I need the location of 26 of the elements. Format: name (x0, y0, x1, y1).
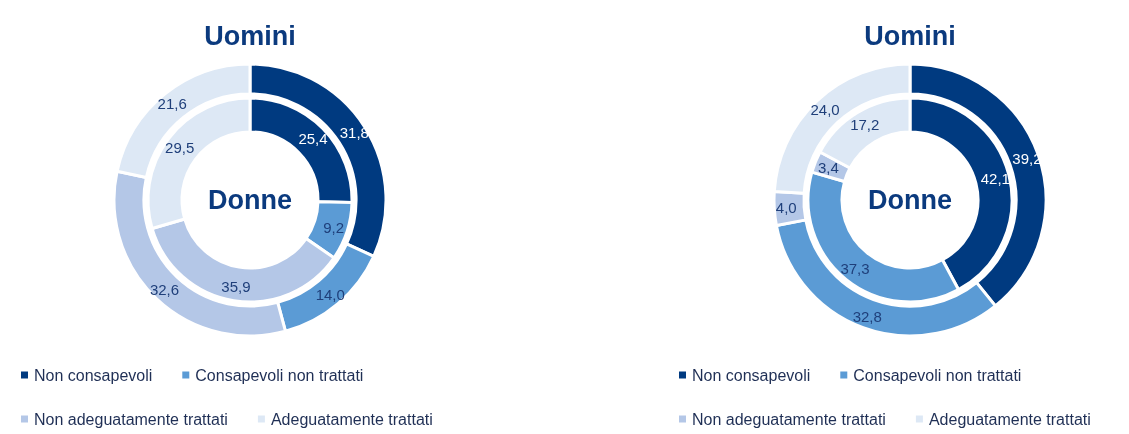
slice-label: Donne (208, 185, 292, 215)
slice-label: Uomini (864, 21, 956, 51)
slice-label: Uomini (204, 21, 296, 51)
legend-label: Adeguatamente trattati (928, 410, 1091, 428)
data-label: 32,8 (852, 307, 882, 325)
legend-label: Non consapevoli (692, 366, 811, 384)
data-label: 37,3 (840, 260, 870, 278)
slice-label: Donne (868, 185, 952, 215)
data-label: 42,1 (980, 169, 1010, 187)
data-label: 32,6 (149, 281, 180, 299)
data-label: 17,2 (850, 116, 880, 134)
data-label: 3,4 (817, 158, 839, 176)
legend-label: Non consapevoli (34, 366, 153, 384)
data-label: 9,2 (323, 218, 345, 236)
data-label: 25,4 (298, 130, 328, 148)
legend-label: Consapevoli non trattati (195, 366, 364, 384)
legend-label: Non adeguatamente trattati (692, 410, 886, 428)
legend-label: Adeguatamente trattati (270, 410, 433, 428)
data-label: 24,0 (810, 101, 840, 119)
legend-label: Consapevoli non trattati (853, 366, 1022, 384)
data-label: 14,0 (315, 286, 345, 304)
data-label: 29,5 (165, 138, 195, 156)
data-label: 21,6 (157, 94, 187, 112)
data-label: 35,9 (221, 278, 251, 296)
data-label: 4,0 (775, 199, 797, 217)
legend-label: Non adeguatamente trattati (34, 410, 228, 428)
